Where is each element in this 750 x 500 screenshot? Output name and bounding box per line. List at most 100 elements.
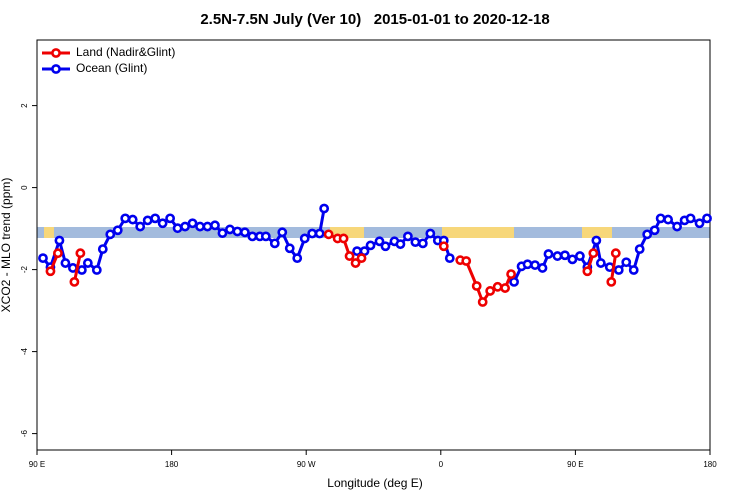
data-point <box>425 228 436 239</box>
data-point <box>702 213 712 224</box>
data-point <box>595 258 606 268</box>
legend-label: Land (Nadir&Glint) <box>76 45 175 59</box>
data-point <box>157 218 168 229</box>
land-band <box>330 227 364 238</box>
data-point <box>606 276 617 287</box>
data-point <box>45 266 56 277</box>
data-point <box>685 213 696 224</box>
data-point <box>485 286 496 296</box>
data-point <box>567 254 578 265</box>
x-tick-label: 180 <box>703 460 717 469</box>
legend-marker <box>51 48 61 58</box>
data-point <box>613 265 624 275</box>
data-point <box>239 227 250 238</box>
data-point <box>202 221 213 232</box>
data-point <box>417 238 428 249</box>
data-point <box>127 214 138 225</box>
data-point <box>97 244 108 254</box>
legend-marker <box>51 64 61 74</box>
ocean-band <box>37 227 710 238</box>
data-point <box>135 221 146 232</box>
data-point <box>500 283 511 293</box>
data-point <box>649 225 660 236</box>
data-point <box>365 240 376 251</box>
data-point <box>319 203 330 214</box>
data-point <box>350 258 361 268</box>
data-point <box>634 244 645 254</box>
data-point <box>112 225 123 236</box>
data-point <box>150 213 161 224</box>
x-tick-label: 180 <box>165 460 179 469</box>
data-point <box>461 256 472 266</box>
data-point <box>75 248 86 259</box>
data-point <box>628 265 639 275</box>
data-point <box>142 215 153 226</box>
y-tick-label: 2 <box>20 103 29 108</box>
data-point <box>588 248 599 259</box>
data-point <box>53 248 63 259</box>
data-point <box>610 248 621 259</box>
data-point <box>694 218 705 229</box>
data-point <box>672 221 682 232</box>
land-band <box>442 227 514 238</box>
data-point <box>655 213 666 224</box>
series-line <box>49 232 618 304</box>
data-point <box>217 228 228 239</box>
chart-title: 2.5N-7.5N July (Ver 10) 2015-01-01 to 20… <box>200 11 549 28</box>
data-point <box>410 237 421 248</box>
data-point <box>76 265 87 275</box>
y-axis-label: XCO2 - MLO trend (ppm) <box>0 178 13 313</box>
data-point <box>338 233 349 244</box>
y-tick-label: -4 <box>20 347 29 355</box>
data-point <box>210 220 220 231</box>
data-point <box>530 260 540 270</box>
data-point <box>105 229 116 240</box>
data-point <box>225 224 235 235</box>
data-point <box>180 221 190 232</box>
data-point <box>591 235 602 246</box>
data-point <box>284 243 295 254</box>
data-point <box>642 229 653 240</box>
data-point <box>395 239 406 250</box>
data-point <box>299 233 310 244</box>
data-point <box>582 266 593 277</box>
data-point <box>165 213 176 224</box>
legend-label: Ocean (Glint) <box>76 61 147 75</box>
data-point <box>537 263 548 273</box>
plot-frame <box>36 39 711 451</box>
data-point <box>292 253 303 264</box>
x-tick-label: 90 E <box>567 460 583 469</box>
y-tick-label: -6 <box>20 429 29 437</box>
data-point <box>344 251 355 261</box>
data-point <box>247 231 258 242</box>
data-point <box>477 297 488 307</box>
data-point <box>314 228 325 239</box>
data-point <box>323 229 334 240</box>
land-band <box>44 227 54 238</box>
x-tick-label: 0 <box>439 460 444 469</box>
data-point <box>509 276 519 287</box>
data-point <box>82 258 93 268</box>
data-point <box>356 253 367 264</box>
data-point <box>663 214 674 225</box>
data-point <box>187 218 198 229</box>
data-point <box>438 241 449 252</box>
data-point <box>560 250 570 261</box>
x-tick-label: 90 E <box>29 460 45 469</box>
x-axis-label: Longitude (deg E) <box>327 476 422 490</box>
data-point <box>574 251 585 261</box>
data-point <box>91 265 102 275</box>
data-point <box>54 235 65 246</box>
data-point <box>444 253 455 264</box>
data-point <box>506 269 516 280</box>
data-point <box>195 221 205 232</box>
data-point <box>552 251 563 261</box>
data-point <box>402 231 413 242</box>
data-point <box>269 238 280 249</box>
data-point <box>120 213 131 224</box>
y-tick-label: -2 <box>20 265 29 273</box>
data-point <box>277 227 288 238</box>
x-tick-label: 90 W <box>297 460 316 469</box>
data-point <box>307 228 318 239</box>
